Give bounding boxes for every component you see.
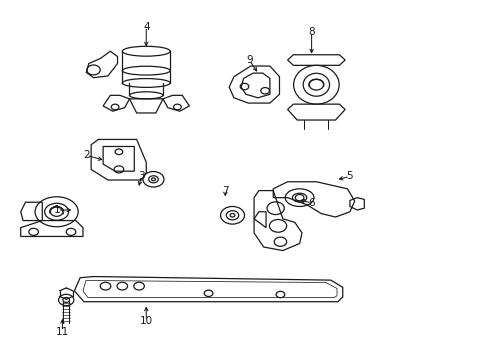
Text: 11: 11 (56, 327, 69, 337)
Text: 9: 9 (245, 55, 252, 65)
Text: 8: 8 (307, 27, 314, 37)
Text: 3: 3 (138, 171, 144, 181)
Text: 5: 5 (346, 171, 352, 181)
Text: 7: 7 (222, 186, 228, 195)
Text: 2: 2 (83, 150, 89, 160)
Text: 4: 4 (142, 22, 149, 32)
Text: 1: 1 (54, 205, 61, 215)
Text: 6: 6 (307, 198, 314, 208)
Text: 10: 10 (140, 316, 153, 326)
